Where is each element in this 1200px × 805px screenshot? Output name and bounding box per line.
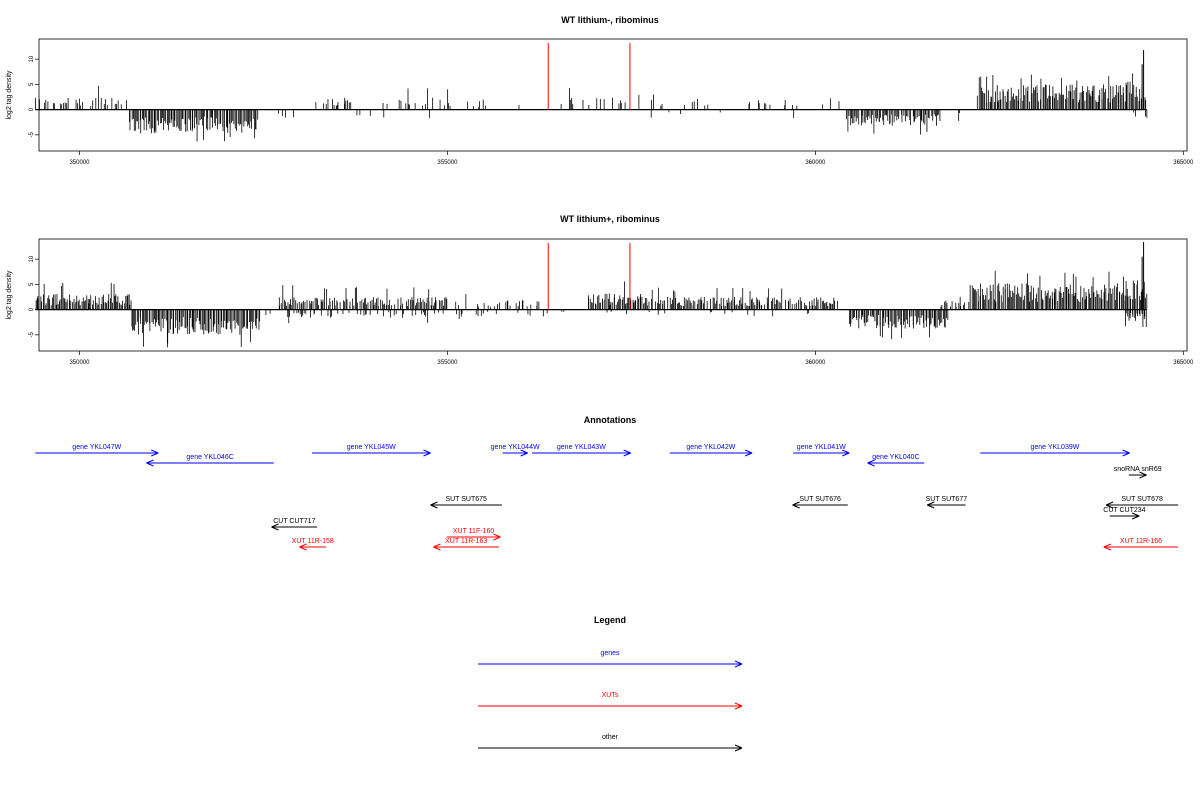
y-tick-label: 5 [29,82,35,86]
legend-title: Legend [594,615,626,625]
legend-arrow-genes: genes [478,650,743,668]
legend-arrow-other: other [478,734,743,752]
legend-label: XUTs [602,692,619,699]
annotation-arrow: snoRNA snR69 [1114,466,1162,479]
panel-lithium-minus: WT lithium-, ribominus log2 tag density … [6,15,1194,166]
annotation-label: SUT SUT676 [799,496,841,503]
y-tick-label: 10 [29,55,35,62]
annotation-label: gene YKL042W [686,444,735,451]
annotation-label: CUT CUT234 [1103,507,1145,514]
annotation-label: XUT 11R-158 [292,538,334,545]
x-tick-label: 360000 [805,360,826,366]
x-tick-label: 355000 [437,160,458,166]
y-tick-label: 10 [29,255,35,262]
annotation-arrow: gene YKL041W [793,444,850,457]
annotation-arrow: CUT CUT234 [1103,507,1146,520]
annotation-label: XUT 11F-160 [453,528,494,535]
annotation-label: SUT SUT678 [1121,496,1163,503]
annotation-arrow: XUT 11R-166 [1103,538,1179,551]
annotation-arrow: SUT SUT678 [1105,496,1179,509]
annotation-arrow: SUT SUT676 [792,496,848,509]
annotation-arrow: SUT SUT677 [926,496,968,509]
x-tick-label: 360000 [805,160,826,166]
annotation-arrow: XUT 11R-158 [292,538,334,551]
panel-title: WT lithium+, ribominus [560,214,660,224]
annotation-label: XUT 11R-163 [445,538,487,545]
annotation-label: gene YKL043W [557,444,606,451]
legend-label: genes [600,650,620,657]
annotation-label: gene YKL046C [186,454,233,461]
annotation-arrow: gene YKL042W [669,444,753,457]
annotation-arrow: CUT CUT717 [271,518,318,531]
x-tick-label: 355000 [437,360,458,366]
y-tick-label: 0 [29,307,35,311]
y-axis-label: log2 tag density [6,270,13,320]
annotation-label: gene YKL039W [1030,444,1079,451]
x-tick-label: 365000 [1173,160,1194,166]
x-tick-label: 350000 [69,160,90,166]
annotation-arrow: gene YKL043W [532,444,631,457]
annotations-title: Annotations [584,415,637,425]
annotation-label: gene YKL047W [72,444,121,451]
annotations-track: Annotations gene YKL047W gene YKL046C gene… [35,415,1179,551]
x-tick-label: 365000 [1173,360,1194,366]
y-axis-label: log2 tag density [6,70,13,120]
annotation-arrow: gene YKL040C [867,454,925,467]
annotation-arrow: gene YKL046C [146,454,274,467]
legend-label: other [602,734,619,741]
annotation-label: gene YKL045W [347,444,396,451]
annotation-label: SUT SUT675 [445,496,487,503]
annotation-label: gene YKL041W [797,444,846,451]
plot-frame [38,238,1188,352]
annotation-label: gene YKL044W [491,444,540,451]
annotation-arrow: gene YKL045W [312,444,431,457]
annotation-arrow: SUT SUT675 [430,496,502,509]
y-tick-label: 5 [29,282,35,286]
annotation-arrow: XUT 11F-160 [446,528,501,541]
plot-frame [38,38,1188,152]
y-tick-label: -5 [29,132,35,138]
annotation-label: SUT SUT677 [926,496,968,503]
annotation-arrow: gene YKL039W [980,444,1130,457]
x-tick-label: 350000 [69,360,90,366]
panel-title: WT lithium-, ribominus [561,15,659,25]
annotation-arrow: gene YKL044W [491,444,540,457]
annotation-label: gene YKL040C [872,454,919,461]
annotation-label: XUT 11R-166 [1120,538,1162,545]
panel-lithium-plus: WT lithium+, ribominus log2 tag density … [6,214,1194,366]
legend-arrow-XUTs: XUTs [478,692,743,710]
annotation-arrow: XUT 11R-163 [433,538,499,551]
y-tick-label: 0 [29,107,35,111]
annotation-label: CUT CUT717 [273,518,315,525]
y-tick-label: -5 [29,332,35,338]
annotation-arrow: gene YKL047W [35,444,159,457]
legend: Legend genes XUTs other [478,615,743,752]
annotation-label: snoRNA snR69 [1114,466,1162,473]
